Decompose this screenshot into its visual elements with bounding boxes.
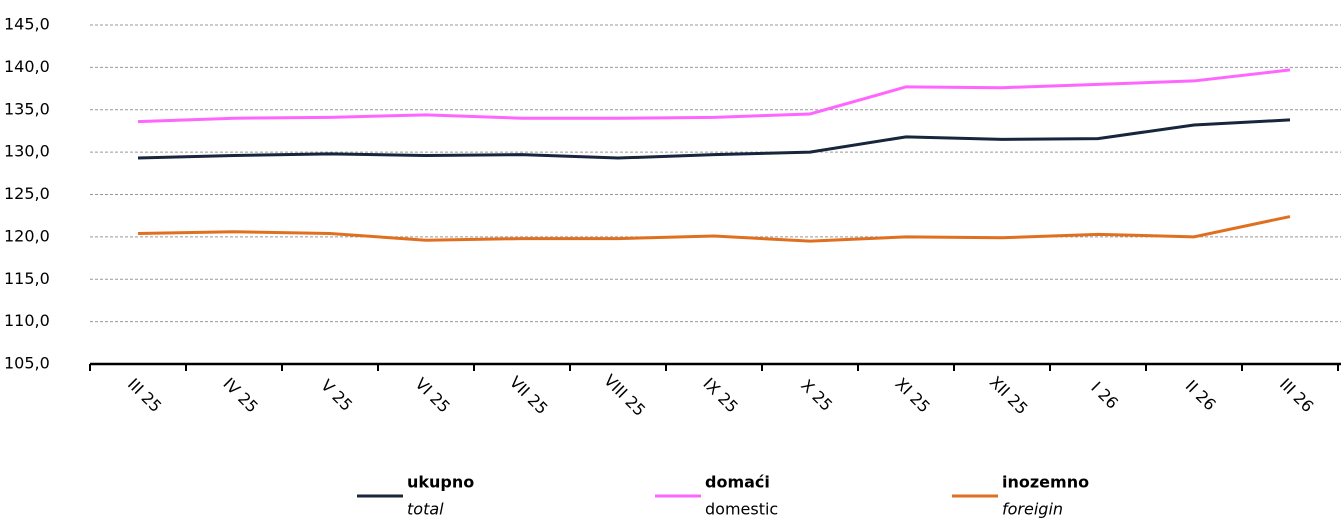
- series-line: [137, 68, 1291, 124]
- x-tick-label: IX 25: [699, 374, 742, 417]
- y-tick-label: 120,0: [4, 226, 50, 245]
- x-tick-label: V 25: [317, 376, 356, 415]
- x-tick-label: I 26: [1087, 378, 1122, 413]
- y-tick-label: 115,0: [4, 269, 50, 288]
- legend-label-en: domestic: [705, 500, 778, 519]
- legend-label: ukupno: [407, 473, 474, 492]
- y-tick-label: 130,0: [4, 142, 50, 161]
- y-tick-label: 105,0: [4, 354, 50, 373]
- x-tick-label: II 26: [1182, 376, 1220, 414]
- legend-label: domaći: [705, 473, 770, 492]
- y-tick-label: 145,0: [4, 15, 50, 34]
- x-tick-label: VII 25: [506, 372, 552, 418]
- legend-label: inozemno: [1002, 473, 1089, 492]
- x-tick-label: XI 25: [891, 374, 934, 417]
- x-tick-label: III 26: [1276, 375, 1317, 416]
- x-tick-label: VIII 25: [600, 371, 649, 420]
- x-tick-label: X 25: [797, 376, 836, 415]
- x-tick-label: III 25: [124, 375, 165, 416]
- y-tick-label: 140,0: [4, 57, 50, 76]
- x-tick-label: XII 25: [986, 372, 1032, 418]
- legend-label-en: foreigin: [1002, 500, 1063, 519]
- y-tick-label: 135,0: [4, 99, 50, 118]
- x-tick-label: VI 25: [411, 374, 454, 417]
- series-line: [137, 118, 1291, 160]
- x-tick-label: IV 25: [219, 374, 262, 417]
- series-line: [137, 215, 1291, 243]
- legend-label-en: total: [407, 500, 444, 519]
- y-tick-label: 125,0: [4, 184, 50, 203]
- y-tick-label: 110,0: [4, 311, 50, 330]
